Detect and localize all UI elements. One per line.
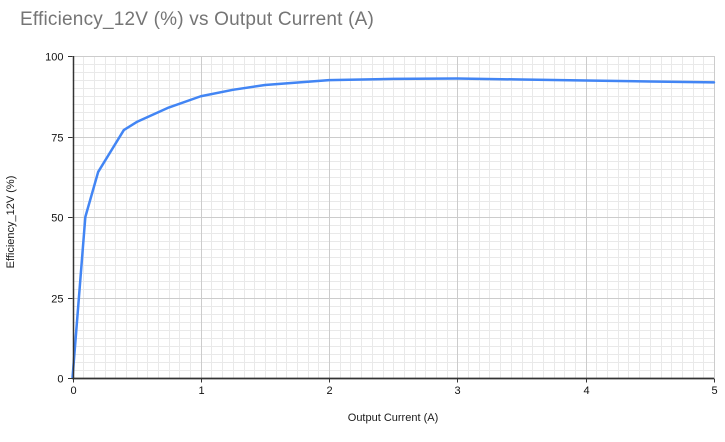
axes xyxy=(72,56,714,380)
y-axis-tick-labels: 0 25 50 75 100 xyxy=(45,52,73,386)
y-tick-label: 50 xyxy=(51,213,63,225)
x-tick-label: 1 xyxy=(198,385,204,397)
series-line-efficiency-12v- xyxy=(71,77,716,380)
chart-title: Efficiency_12V (%) vs Output Current (A) xyxy=(20,9,374,30)
x-tick-label: 0 xyxy=(70,385,76,397)
y-axis-title: Efficiency_12V (%) xyxy=(5,175,17,269)
y-tick-label: 100 xyxy=(45,52,63,64)
series-lines xyxy=(71,77,716,380)
x-tick-label: 3 xyxy=(454,385,460,397)
x-tick-label: 4 xyxy=(583,385,589,397)
y-tick-label: 75 xyxy=(51,133,63,145)
x-axis-title: Output Current (A) xyxy=(347,412,439,424)
y-tick-label: 0 xyxy=(57,374,63,386)
major-gridlines xyxy=(72,56,715,378)
y-tick-label: 25 xyxy=(51,294,63,306)
x-tick-label: 5 xyxy=(711,385,717,397)
x-axis-tick-labels: 0 1 2 3 4 5 xyxy=(70,378,718,397)
x-tick-label: 2 xyxy=(326,385,332,397)
